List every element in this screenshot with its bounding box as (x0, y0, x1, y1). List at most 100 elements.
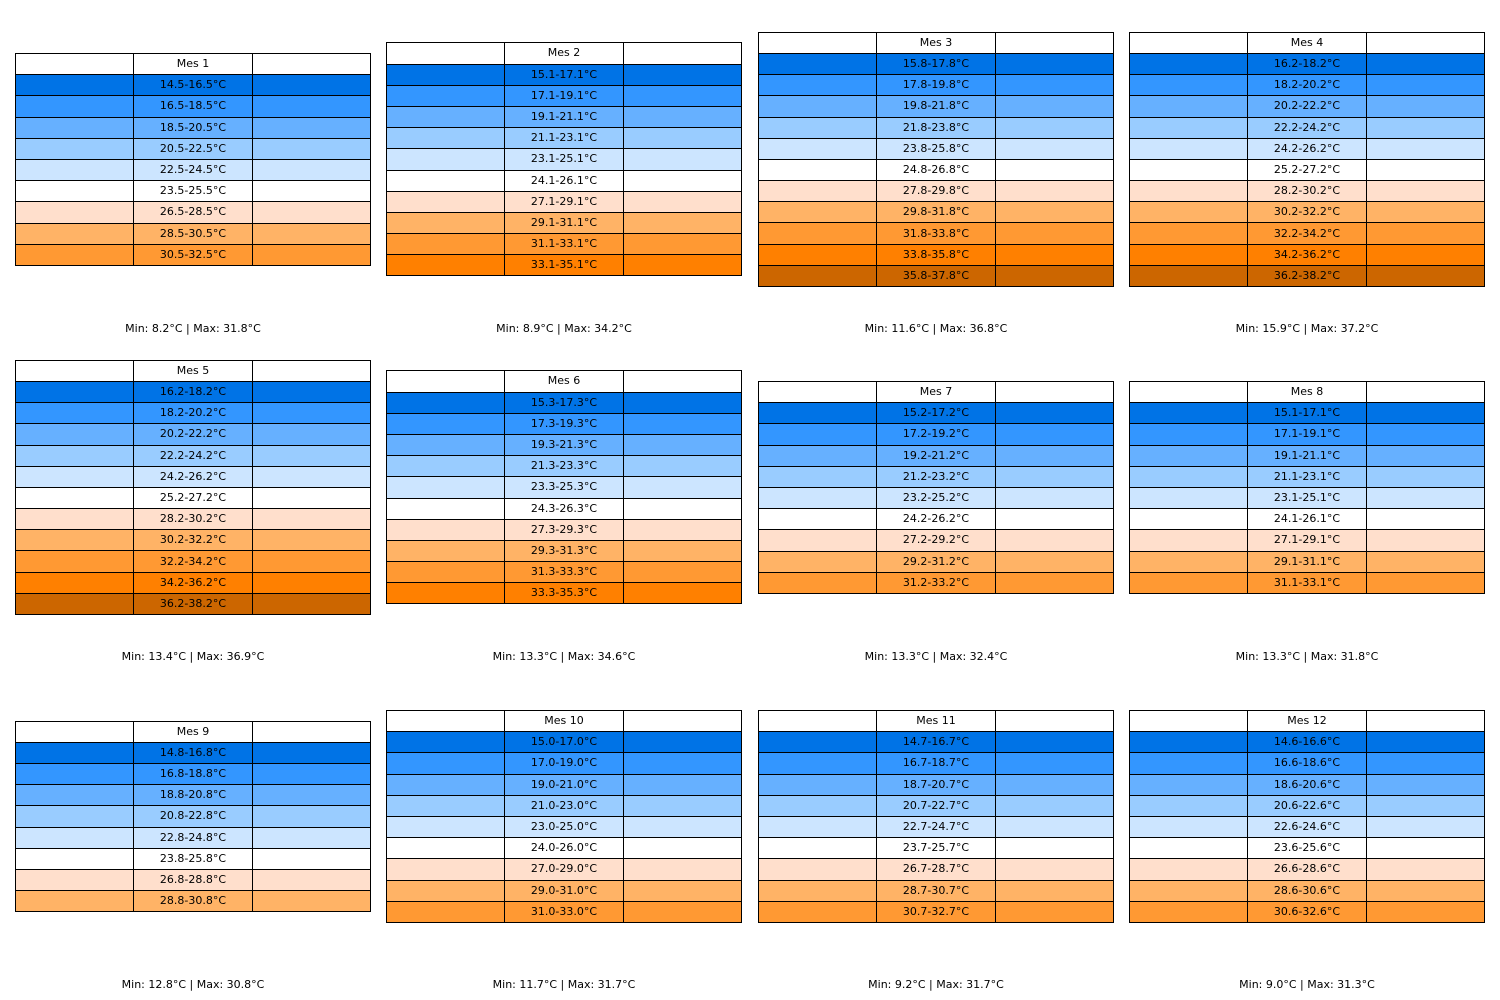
color-cell (385, 148, 506, 171)
color-cell (1365, 74, 1486, 97)
color-cell (1128, 900, 1249, 923)
table-row: 18.5-20.5°C (14, 116, 372, 139)
color-cell (757, 752, 878, 775)
table-row: 31.0-33.0°C (385, 900, 743, 923)
color-cell (385, 476, 506, 499)
temperature-range: 15.1-17.1°C (504, 63, 624, 86)
color-cell (622, 254, 743, 277)
min-max-label: Min: 13.3°C | Max: 34.6°C (492, 650, 636, 663)
color-cell (622, 794, 743, 817)
color-cell (757, 773, 878, 796)
table-row: 20.2-22.2°C (1128, 95, 1486, 118)
color-cell (622, 211, 743, 235)
table-header-row: Mes 3 (757, 31, 1115, 54)
color-cell (385, 433, 506, 457)
color-cell (251, 571, 372, 594)
temperature-range: 20.7-22.7°C (876, 794, 996, 817)
empty-cell (994, 380, 1115, 404)
temperature-range: 18.8-20.8°C (133, 784, 253, 807)
color-cell (385, 63, 506, 86)
color-cell (385, 233, 506, 256)
color-cell (1365, 858, 1486, 881)
color-cell (14, 137, 135, 160)
color-cell (994, 731, 1115, 754)
temperature-table: Mes 8 15.1-17.1°C 17.1-19.1°C 19.1-21.1°C 21… (1128, 380, 1486, 594)
color-cell (14, 741, 135, 764)
temperature-table: Mes 11 14.7-16.7°C 16.7-18.7°C 18.7-20.7°C 2… (757, 709, 1115, 923)
color-cell (385, 412, 506, 435)
empty-cell (757, 31, 878, 54)
table-row: 30.6-32.6°C (1128, 900, 1486, 923)
color-cell (1365, 444, 1486, 467)
color-cell (1128, 571, 1249, 594)
color-cell (757, 486, 878, 510)
color-cell (757, 900, 878, 923)
color-cell (251, 380, 372, 404)
color-cell (1128, 731, 1249, 754)
color-cell (14, 158, 135, 182)
table-row: 33.8-35.8°C (757, 243, 1115, 266)
empty-cell (251, 359, 372, 382)
table-row: 17.2-19.2°C (757, 423, 1115, 446)
color-cell (251, 486, 372, 510)
color-cell (14, 465, 135, 488)
temperature-range: 29.1-31.1°C (1247, 550, 1367, 573)
table-row: 20.6-22.6°C (1128, 794, 1486, 817)
table-row: 16.7-18.7°C (757, 752, 1115, 775)
table-row: 24.1-26.1°C (385, 169, 743, 192)
table-row: 14.8-16.8°C (14, 741, 372, 764)
color-cell (385, 731, 506, 754)
temperature-table: Mes 5 16.2-18.2°C 18.2-20.2°C 20.2-22.2°C 22… (14, 359, 372, 616)
color-cell (251, 784, 372, 807)
table-row: 19.1-21.1°C (1128, 444, 1486, 467)
temperature-range: 31.2-33.2°C (876, 571, 996, 594)
color-cell (251, 805, 372, 828)
color-cell (757, 815, 878, 839)
min-max-label: Min: 12.8°C | Max: 30.8°C (121, 978, 265, 991)
table-row: 29.2-31.2°C (757, 550, 1115, 573)
color-cell (757, 116, 878, 139)
color-cell (757, 550, 878, 573)
color-cell (385, 190, 506, 213)
table-row: 22.2-24.2°C (1128, 116, 1486, 139)
table-row: 19.8-21.8°C (757, 95, 1115, 118)
table-row: 28.2-30.2°C (14, 508, 372, 531)
color-cell (14, 180, 135, 203)
table-row: 19.3-21.3°C (385, 433, 743, 457)
color-cell (1128, 794, 1249, 817)
temperature-range: 36.2-38.2°C (1247, 264, 1367, 288)
color-cell (385, 773, 506, 796)
table-row: 18.7-20.7°C (757, 773, 1115, 796)
color-cell (251, 158, 372, 182)
color-cell (1128, 74, 1249, 97)
color-cell (385, 900, 506, 923)
table-row: 29.8-31.8°C (757, 201, 1115, 224)
color-cell (14, 529, 135, 552)
table-row: 16.2-18.2°C (14, 380, 372, 404)
temperature-range: 31.3-33.3°C (504, 561, 624, 584)
color-cell (994, 264, 1115, 288)
color-cell (1365, 402, 1486, 425)
color-cell (385, 815, 506, 839)
table-row: 15.0-17.0°C (385, 731, 743, 754)
empty-cell (385, 709, 506, 733)
table-row: 23.2-25.2°C (757, 486, 1115, 510)
month-title: Mes 1 (133, 52, 253, 76)
color-cell (622, 900, 743, 923)
empty-cell (994, 709, 1115, 733)
temperature-range: 26.5-28.5°C (133, 201, 253, 224)
color-cell (622, 518, 743, 541)
color-cell (1365, 423, 1486, 446)
temperature-range: 35.8-37.8°C (876, 264, 996, 288)
color-cell (385, 127, 506, 150)
color-cell (14, 890, 135, 913)
color-cell (622, 127, 743, 150)
color-cell (622, 84, 743, 107)
temperature-range: 20.5-22.5°C (133, 137, 253, 160)
temperature-table: Mes 9 14.8-16.8°C 16.8-18.8°C 18.8-20.8°C 20… (14, 720, 372, 913)
color-cell (622, 815, 743, 839)
table-row: 17.0-19.0°C (385, 752, 743, 775)
color-cell (757, 222, 878, 245)
month-title: Mes 4 (1247, 31, 1367, 54)
table-row: 25.2-27.2°C (14, 486, 372, 510)
